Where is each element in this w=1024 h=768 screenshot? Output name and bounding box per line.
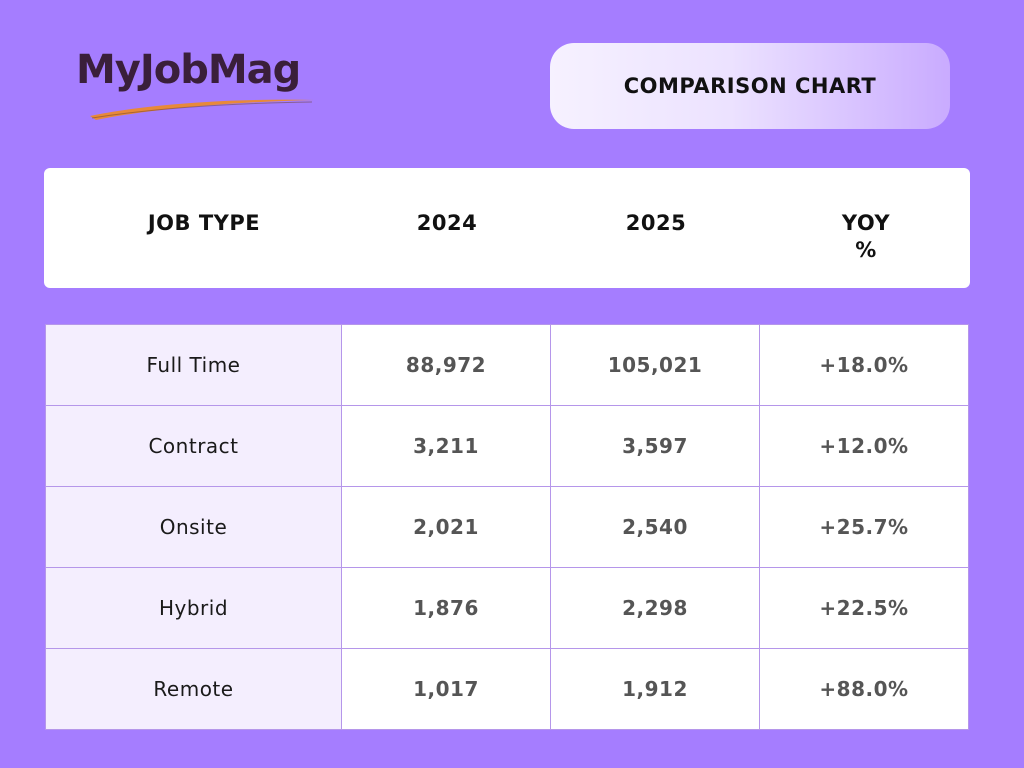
value-2024-cell: 1,876 [341,567,551,649]
table-row: Hybrid 1,876 2,298 +22.5% [45,567,969,649]
table-header-card: JOB TYPE 2024 2025 YOY % [44,168,970,288]
chart-title: COMPARISON CHART [623,74,877,98]
column-header-yoy: YOY % [766,210,966,264]
value-2024-cell: 3,211 [341,405,551,487]
yoy-percent-cell: +88.0% [759,648,969,730]
column-header-job-type: JOB TYPE [147,211,261,235]
job-type-cell: Remote [45,648,342,730]
column-header-yoy-text: YOY % [841,211,891,262]
column-header-2025: 2025 [625,211,687,235]
column-header-2024: 2024 [416,211,478,235]
logo-swoosh-icon [90,99,314,120]
table-row: Remote 1,017 1,912 +88.0% [45,648,969,730]
value-2025-cell: 105,021 [550,324,760,406]
job-type-cell: Contract [45,405,342,487]
table-row: Full Time 88,972 105,021 +18.0% [45,324,969,406]
chart-title-pill: COMPARISON CHART [550,43,950,129]
value-2024-cell: 2,021 [341,486,551,568]
value-2025-cell: 2,298 [550,567,760,649]
myjobmag-logo: MyJobMag [76,44,316,124]
value-2024-cell: 1,017 [341,648,551,730]
table-row: Contract 3,211 3,597 +12.0% [45,405,969,487]
value-2025-cell: 1,912 [550,648,760,730]
value-2025-cell: 3,597 [550,405,760,487]
job-type-cell: Hybrid [45,567,342,649]
job-type-cell: Onsite [45,486,342,568]
yoy-percent-cell: +18.0% [759,324,969,406]
comparison-table: Full Time 88,972 105,021 +18.0% Contract… [45,324,969,730]
yoy-percent-cell: +12.0% [759,405,969,487]
table-row: Onsite 2,021 2,540 +25.7% [45,486,969,568]
yoy-percent-cell: +22.5% [759,567,969,649]
logo-wordmark: MyJobMag [76,47,301,93]
yoy-percent-cell: +25.7% [759,486,969,568]
job-type-cell: Full Time [45,324,342,406]
value-2025-cell: 2,540 [550,486,760,568]
value-2024-cell: 88,972 [341,324,551,406]
